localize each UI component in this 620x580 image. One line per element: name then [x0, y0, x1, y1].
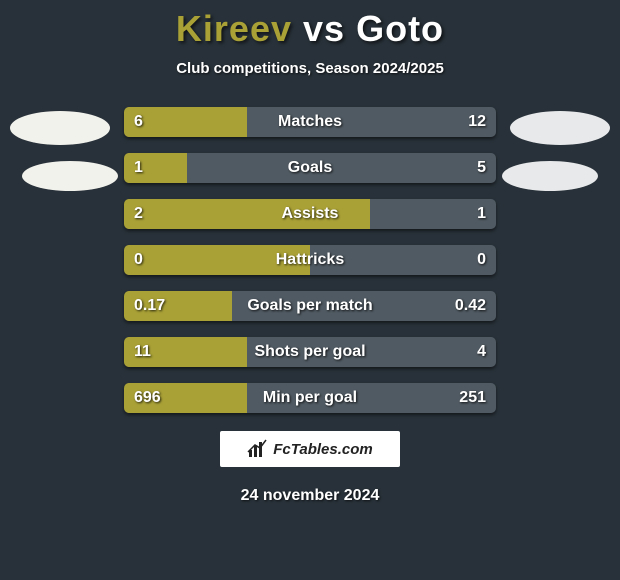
player2-name: Goto — [356, 8, 444, 49]
page-title: Kireev vs Goto — [0, 0, 620, 50]
stat-row: 696251Min per goal — [124, 383, 496, 413]
stat-row: 21Assists — [124, 199, 496, 229]
title-vs: vs — [303, 8, 345, 49]
comparison-chart: 612Matches 15Goals 21Assists 00Hattricks 0.1… — [0, 107, 620, 413]
stat-name: Goals — [124, 153, 496, 183]
stat-rows: 612Matches 15Goals 21Assists 00Hattricks 0.1… — [124, 107, 496, 413]
player1-name: Kireev — [176, 8, 292, 49]
stat-name: Matches — [124, 107, 496, 137]
footer-date: 24 november 2024 — [0, 487, 620, 505]
stat-row: 00Hattricks — [124, 245, 496, 275]
team-crest-left-2 — [22, 161, 118, 191]
attribution-text: FcTables.com — [273, 441, 372, 458]
subtitle: Club competitions, Season 2024/2025 — [0, 60, 620, 77]
stat-row: 114Shots per goal — [124, 337, 496, 367]
stat-name: Assists — [124, 199, 496, 229]
stat-name: Shots per goal — [124, 337, 496, 367]
stat-name: Min per goal — [124, 383, 496, 413]
stat-row: 15Goals — [124, 153, 496, 183]
team-crest-right-1 — [510, 111, 610, 145]
attribution-badge: FcTables.com — [220, 431, 400, 467]
stat-row: 0.170.42Goals per match — [124, 291, 496, 321]
stat-name: Hattricks — [124, 245, 496, 275]
stat-row: 612Matches — [124, 107, 496, 137]
bar-chart-icon — [247, 439, 267, 459]
team-crest-left-1 — [10, 111, 110, 145]
stat-name: Goals per match — [124, 291, 496, 321]
team-crest-right-2 — [502, 161, 598, 191]
